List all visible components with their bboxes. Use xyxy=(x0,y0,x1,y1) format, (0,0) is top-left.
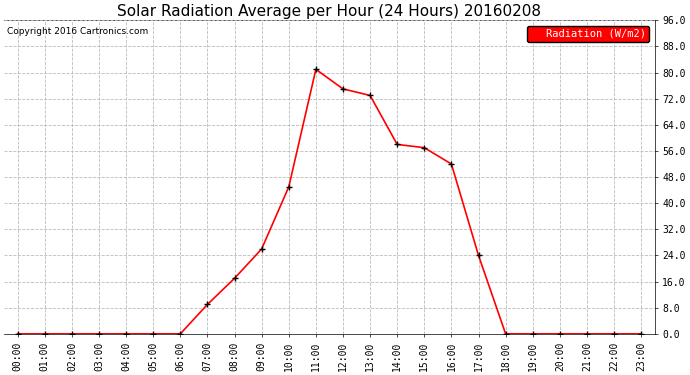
Title: Solar Radiation Average per Hour (24 Hours) 20160208: Solar Radiation Average per Hour (24 Hou… xyxy=(117,4,542,19)
Legend: Radiation (W/m2): Radiation (W/m2) xyxy=(526,26,649,42)
Text: Copyright 2016 Cartronics.com: Copyright 2016 Cartronics.com xyxy=(8,27,148,36)
